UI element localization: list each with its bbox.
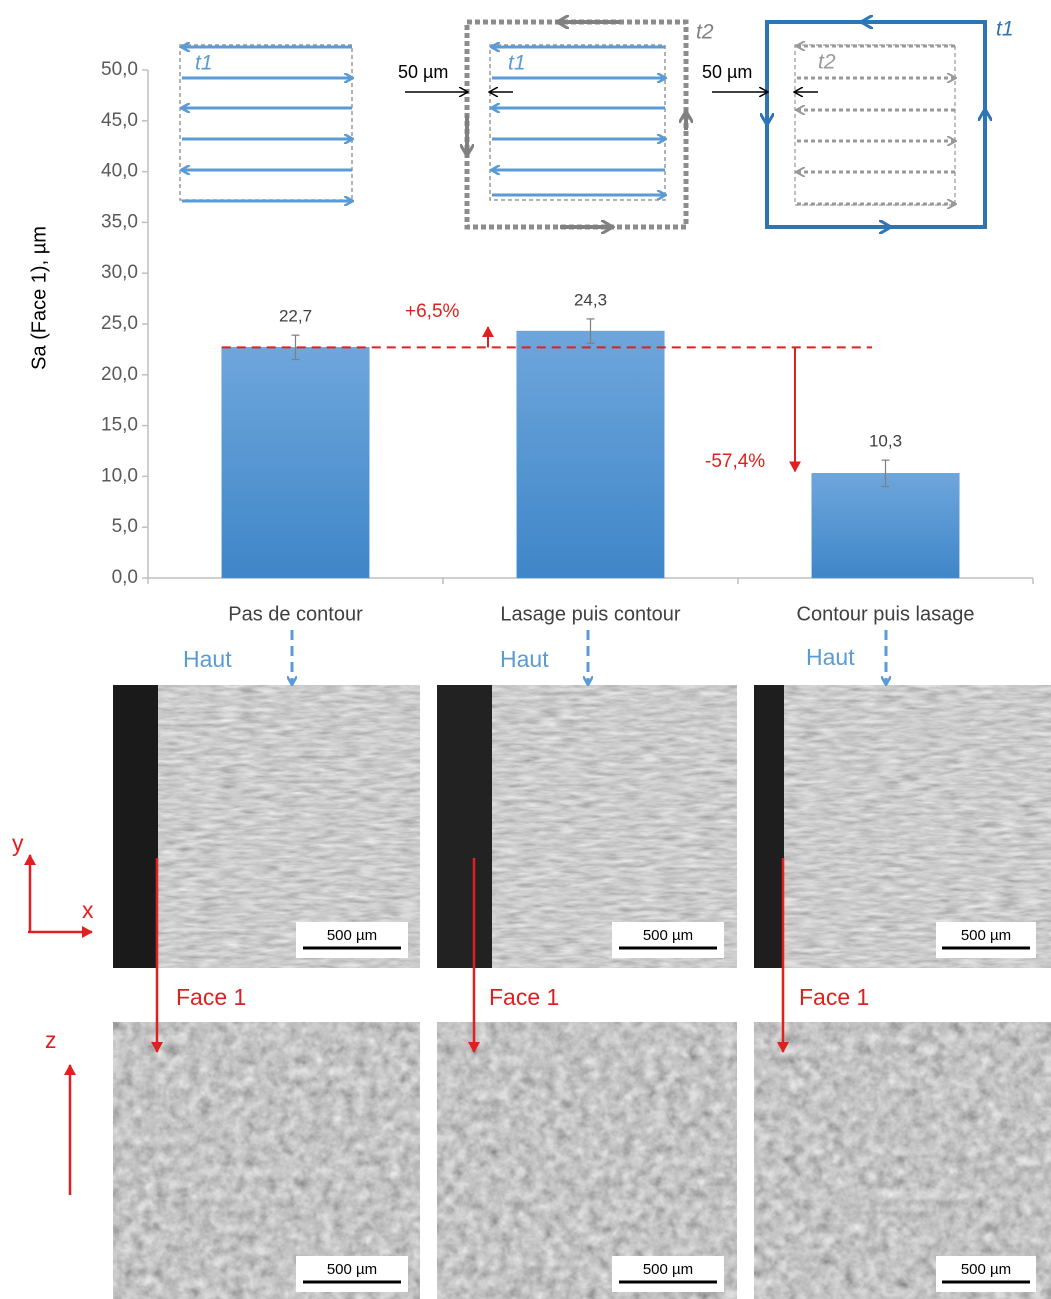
top-arrows (292, 630, 886, 684)
y-tick-label: 25,0 (101, 313, 138, 334)
value-label: 24,3 (574, 290, 607, 309)
scan-diagram (179, 45, 352, 201)
scale-label: 500 µm (961, 927, 1011, 944)
y-tick-label: 10,0 (101, 465, 138, 486)
micrographs (113, 685, 1051, 1299)
y-tick-label: 50,0 (101, 59, 138, 80)
track-label: t2 (696, 21, 714, 44)
bar (221, 347, 370, 579)
face-label: Face 1 (799, 984, 869, 1010)
y-tick-label: 45,0 (101, 110, 138, 131)
y-tick-label: 15,0 (101, 415, 138, 436)
face-label: Face 1 (489, 984, 559, 1010)
scale-label: 500 µm (643, 1261, 693, 1278)
value-label: 22,7 (279, 307, 312, 326)
y-tick-label: 0,0 (112, 567, 138, 588)
y-tick-label: 40,0 (101, 161, 138, 182)
top-label: Haut (500, 646, 549, 672)
axis-label: x (82, 897, 94, 923)
track-label: t1 (996, 18, 1014, 41)
track-label: t2 (818, 51, 836, 74)
scale-bars (296, 922, 1036, 1292)
top-label: Haut (806, 644, 855, 670)
y-tick-label: 30,0 (101, 262, 138, 283)
axis-label: y (12, 830, 24, 856)
x-tick-label: Lasage puis contour (500, 603, 680, 625)
annotation: -57,4% (705, 451, 765, 472)
face-label: Face 1 (176, 984, 246, 1010)
y-tick-label: 5,0 (112, 516, 138, 537)
scan-diagram (405, 22, 686, 227)
bar (811, 473, 960, 579)
offset-label: 50 µm (702, 62, 752, 82)
bar-chart: 0,0 5,0 10,0 15,0 20,0 25,0 30,0 35,0 40,0 45,0 50… (101, 59, 1034, 625)
top-label: Haut (183, 646, 232, 672)
x-tick-label: Contour puis lasage (797, 603, 975, 625)
axis-label: z (45, 1027, 57, 1053)
track-label: t1 (508, 52, 526, 75)
track-label: t1 (195, 52, 213, 75)
scale-label: 500 µm (643, 927, 693, 944)
value-label: 10,3 (869, 432, 902, 451)
scale-label: 500 µm (327, 927, 377, 944)
scale-label: 500 µm (327, 1261, 377, 1278)
scale-label: 500 µm (961, 1261, 1011, 1278)
y-tick-label: 20,0 (101, 364, 138, 385)
bar (516, 330, 665, 579)
scan-diagram (712, 22, 985, 227)
y-axis-title: Sa (Face 1), µm (28, 226, 50, 370)
offset-label: 50 µm (398, 62, 448, 82)
y-tick-label: 35,0 (101, 211, 138, 232)
annotation: +6,5% (405, 301, 460, 322)
face-arrows (24, 854, 789, 1195)
x-tick-label: Pas de contour (228, 603, 363, 625)
